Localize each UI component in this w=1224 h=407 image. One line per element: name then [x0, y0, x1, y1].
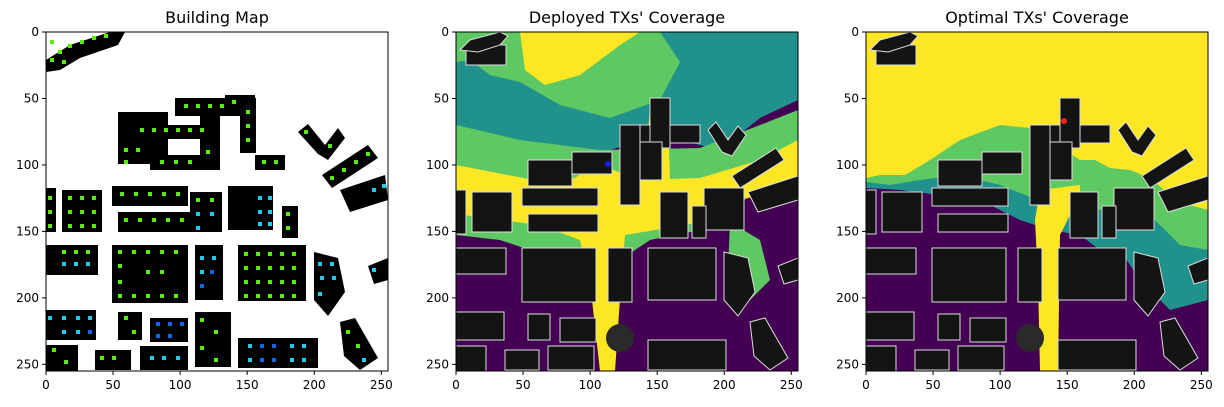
y-tick-label: 200 — [836, 291, 859, 305]
axes-frame-building-map — [45, 31, 389, 372]
panel-title-deployed-coverage: Deployed TXs' Coverage — [529, 8, 725, 27]
y-tick-label: 100 — [836, 158, 859, 172]
optimal-tx-marker — [1061, 118, 1067, 124]
y-tick-label: 150 — [836, 224, 859, 238]
y-tick-label: 50 — [434, 91, 449, 105]
x-tick-label: 0 — [862, 378, 870, 392]
panel-building-map: Building Map — [16, 8, 393, 392]
x-tick-label: 200 — [1123, 378, 1146, 392]
x-tick-label: 200 — [303, 378, 326, 392]
y-tick-label: 150 — [16, 224, 39, 238]
panel-title-optimal-coverage: Optimal TXs' Coverage — [945, 8, 1129, 27]
y-tick-label: 200 — [16, 291, 39, 305]
panel-deployed-coverage: Deployed TXs' Coverage — [426, 8, 803, 392]
y-tick-label: 0 — [31, 25, 39, 39]
x-tick-label: 150 — [236, 378, 259, 392]
x-tick-label: 100 — [169, 378, 192, 392]
building-map-image — [46, 32, 388, 371]
x-tick-label: 50 — [105, 378, 120, 392]
y-tick-label: 100 — [426, 158, 449, 172]
deployed-tx-marker — [605, 161, 611, 167]
panel-title-building-map: Building Map — [165, 8, 269, 27]
axes-frame-optimal-coverage — [865, 31, 1209, 372]
x-tick-label: 150 — [646, 378, 669, 392]
y-tick-label: 0 — [441, 25, 449, 39]
y-tick-label: 50 — [844, 91, 859, 105]
x-tick-label: 250 — [370, 378, 393, 392]
x-tick-label: 0 — [42, 378, 50, 392]
axes-frame-deployed-coverage — [455, 31, 799, 372]
x-tick-label: 0 — [452, 378, 460, 392]
optimal-coverage-image — [866, 32, 1208, 371]
x-tick-label: 200 — [713, 378, 736, 392]
deployed-coverage-image — [456, 32, 798, 371]
x-tick-label: 250 — [780, 378, 803, 392]
x-tick-label: 250 — [1190, 378, 1213, 392]
y-tick-label: 50 — [24, 91, 39, 105]
y-tick-label: 250 — [426, 357, 449, 371]
y-tick-label: 150 — [426, 224, 449, 238]
y-tick-label: 100 — [16, 158, 39, 172]
panel-optimal-coverage: Optimal TXs' Coverage — [836, 8, 1213, 392]
x-tick-label: 100 — [989, 378, 1012, 392]
x-tick-label: 100 — [579, 378, 602, 392]
x-tick-label: 150 — [1056, 378, 1079, 392]
y-tick-label: 250 — [16, 357, 39, 371]
y-tick-label: 250 — [836, 357, 859, 371]
x-tick-label: 50 — [515, 378, 530, 392]
y-tick-label: 200 — [426, 291, 449, 305]
y-tick-label: 0 — [851, 25, 859, 39]
x-tick-label: 50 — [925, 378, 940, 392]
